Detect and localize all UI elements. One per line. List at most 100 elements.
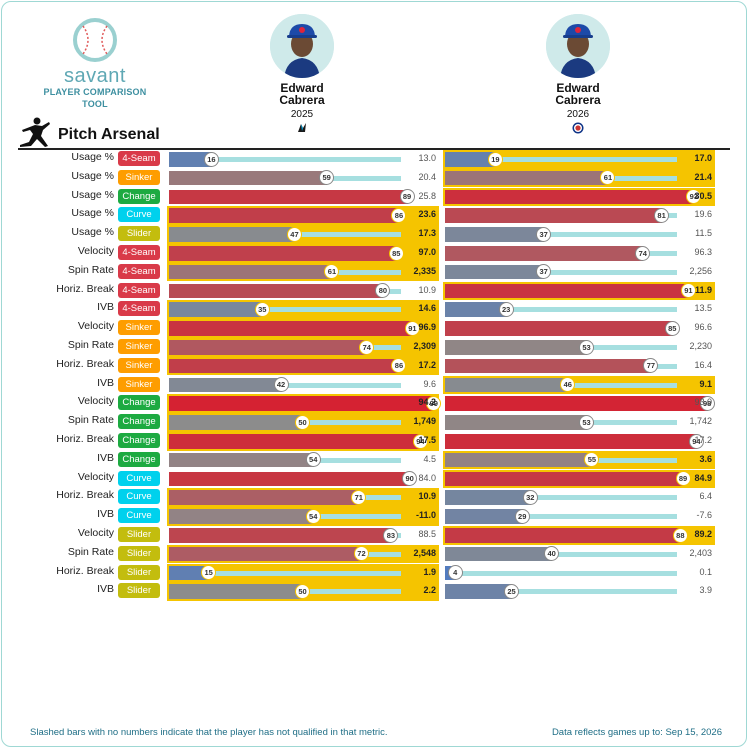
player-2-metric-cell[interactable]: 53 1,742 (443, 413, 715, 432)
player-1-metric-cell[interactable]: 80 10.9 (167, 282, 439, 301)
percentile-bar (169, 509, 314, 524)
percentile-badge: 15 (201, 565, 217, 581)
player-1-metric-cell[interactable]: 15 1.9 (167, 563, 439, 583)
pitch-type-badge: Slider (118, 226, 160, 242)
player-1-metric-cell[interactable]: 86 17.2 (167, 356, 439, 376)
percentile-bar (445, 452, 593, 468)
metric-label: IVB (97, 301, 114, 314)
percentile-track (651, 363, 677, 369)
percentile-badge: 85 (388, 245, 404, 261)
percentile-track (568, 382, 677, 388)
player-2-metric-cell[interactable]: 85 96.6 (443, 319, 715, 338)
player-2-metric-cell[interactable]: 93 30.5 (443, 187, 715, 207)
percentile-badge: 37 (536, 264, 552, 280)
metric-value: 88.5 (418, 529, 436, 539)
player-1-metric-cell[interactable]: 89 25.8 (167, 188, 439, 207)
pitch-type-badge: Change (118, 188, 160, 204)
percentile-badge: 83 (383, 527, 399, 543)
player-2-metric-cell[interactable]: 40 2,403 (443, 545, 715, 564)
table-row: Usage % 4-Seam 16 13.0 19 17.0 (0, 150, 750, 169)
player-2-metric-cell[interactable]: 55 3.6 (443, 450, 715, 470)
player-1-metric-cell[interactable]: 71 10.9 (167, 488, 439, 507)
percentile-bar (445, 170, 609, 186)
metric-label: IVB (97, 451, 114, 464)
player-2-metric-cell[interactable]: 37 2,256 (443, 263, 715, 282)
percentile-bar (169, 584, 303, 599)
player-1-metric-cell[interactable]: 86 23.6 (167, 206, 439, 225)
metric-value: 0.1 (699, 566, 712, 577)
metric-value: 2.2 (423, 585, 436, 596)
player-2-metric-cell[interactable]: 23 13.5 (443, 300, 715, 319)
player-2-metric-cell[interactable]: 74 96.3 (443, 244, 715, 263)
player-2-metric-cell[interactable]: 98 93.0 (443, 394, 715, 413)
player-2-metric-cell[interactable]: 19 17.0 (443, 150, 715, 169)
player-2-metric-cell[interactable]: 25 3.9 (443, 582, 715, 601)
percentile-bar (169, 528, 392, 543)
player-2-metric-cell[interactable]: 46 9.1 (443, 375, 715, 395)
player-2-metric-cell[interactable]: 89 84.9 (443, 469, 715, 489)
player-2-metric-cell[interactable]: 94 17.2 (443, 432, 715, 451)
metric-value: 21.4 (694, 171, 712, 182)
player-1-metric-cell[interactable]: 47 17.3 (167, 225, 439, 244)
player-1-metric-cell[interactable]: 99 94.2 (167, 394, 442, 413)
player-2-metric-cell[interactable]: 53 2,230 (443, 338, 715, 357)
percentile-bar (169, 415, 303, 430)
player-2-metric-cell[interactable]: 88 89.2 (443, 526, 715, 545)
savant-logo[interactable]: savant PLAYER COMPARISON TOOL (30, 16, 160, 110)
player-1-metric-cell[interactable]: 72 2,548 (167, 544, 439, 564)
player-1-metric-cell[interactable]: 61 2,335 (167, 262, 439, 282)
percentile-badge: 19 (487, 151, 503, 167)
player-2-metric-cell[interactable]: 4 0.1 (443, 564, 715, 583)
percentile-bar (169, 434, 421, 449)
cubs-logo-icon (572, 122, 584, 134)
metric-label: Horiz. Break (56, 282, 114, 295)
player-2-metric-cell[interactable]: 32 6.4 (443, 488, 715, 507)
percentile-track (608, 175, 677, 181)
table-row: Usage % Sinker 59 20.4 61 21.4 (0, 168, 750, 188)
percentile-badge: 42 (273, 377, 289, 393)
player-2-metric-cell[interactable]: 37 11.5 (443, 225, 715, 244)
player-1-metric-cell[interactable]: 83 88.5 (167, 526, 439, 545)
table-row: Velocity Curve 90 84.0 89 84.9 (0, 469, 750, 489)
metric-value: 11.9 (694, 284, 712, 295)
player-1-metric-cell[interactable]: 85 97.0 (167, 244, 439, 263)
player-1-metric-cell[interactable]: 54 -11.0 (167, 507, 439, 526)
percentile-badge: 89 (675, 471, 691, 487)
player-2-metric-cell[interactable]: 29 -7.6 (443, 507, 715, 526)
percentile-bar (169, 227, 295, 242)
percentile-bar (169, 377, 282, 393)
player-2-metric-cell[interactable]: 81 19.6 (443, 206, 715, 225)
player-1-metric-cell[interactable]: 35 14.6 (167, 300, 439, 319)
percentile-bar (445, 396, 708, 411)
percentile-bar (169, 565, 210, 581)
player-1-metric-cell[interactable]: 74 2,309 (167, 338, 439, 357)
percentile-badge: 71 (351, 489, 367, 505)
percentile-track (522, 514, 677, 520)
player-1-metric-cell[interactable]: 90 84.0 (167, 470, 439, 489)
table-row: Spin Rate Slider 72 2,548 40 2,403 (0, 544, 750, 564)
percentile-track (281, 382, 401, 388)
percentile-track (383, 288, 401, 294)
player-2-metric-cell[interactable]: 61 21.4 (443, 168, 715, 188)
player-1-metric-cell[interactable]: 94 17.5 (167, 432, 439, 451)
player-1-metric-cell[interactable]: 50 2.2 (167, 582, 439, 601)
player-1-metric-cell[interactable]: 50 1,749 (167, 413, 439, 432)
player-2-metric-cell[interactable]: 91 11.9 (443, 281, 715, 301)
percentile-track (313, 514, 401, 520)
player-1-metric-cell[interactable]: 91 96.9 (167, 319, 439, 338)
player-2-metric-cell[interactable]: 77 16.4 (443, 357, 715, 376)
player-1-metric-cell[interactable]: 54 4.5 (167, 451, 439, 470)
player-1-first-name: Edward (280, 81, 324, 95)
metric-label: Velocity (77, 470, 114, 483)
player-1-metric-cell[interactable]: 42 9.6 (167, 376, 439, 395)
metric-value: 3.6 (699, 453, 712, 464)
percentile-bar (169, 152, 212, 167)
player-1-metric-cell[interactable]: 59 20.4 (167, 169, 439, 188)
player-1-metric-cell[interactable]: 16 13.0 (167, 150, 439, 169)
player-1-header: Edward Cabrera 2025 (237, 14, 367, 139)
pitch-type-badge: Slider (118, 527, 160, 542)
percentile-badge: 91 (680, 283, 696, 299)
percentile-badge: 47 (286, 226, 302, 242)
percentile-badge: 54 (305, 508, 321, 524)
